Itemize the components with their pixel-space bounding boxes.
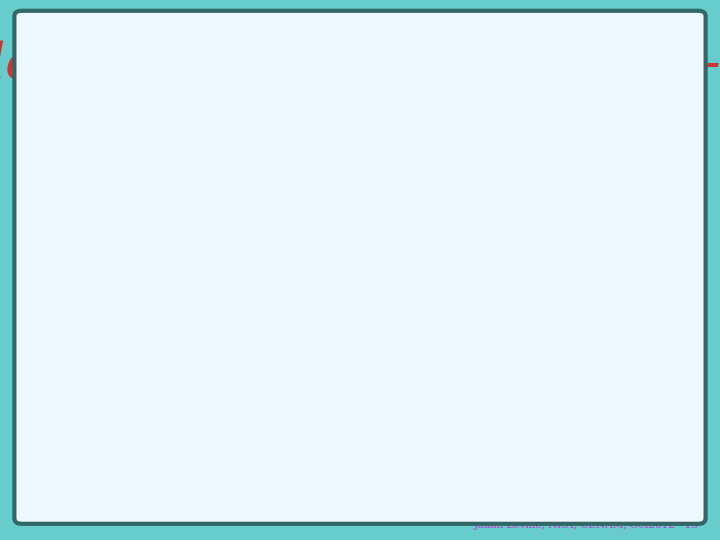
- Text: Every clock is a member of ensemble used to: Every clock is a member of ensemble used…: [68, 120, 595, 141]
- Text: –  Weight is biased too large: – Weight is biased too large: [94, 211, 351, 230]
- Text: Judah Levine, NIST, CENAM, Oct2012   13: Judah Levine, NIST, CENAM, Oct2012 13: [474, 521, 698, 530]
- Text: Prediction error is always too small: Prediction error is always too small: [68, 179, 485, 199]
- Text: Clock Correlation Correction - 1: Clock Correlation Correction - 1: [0, 40, 720, 90]
- Text: $\sigma_j^2(t_k) \sim \left\langle \left(x_j(t_k) - x_e(t_k)\right)^2 \right\ran: $\sigma_j^2(t_k) \sim \left\langle \left…: [164, 331, 441, 366]
- Text: evaluate its performance: evaluate its performance: [68, 146, 361, 167]
- Text: –  Error detection is degraded: – Error detection is degraded: [94, 235, 369, 253]
- Text: $w_j(t_k) \sim \dfrac{1}{\sigma_j^2}$: $w_j(t_k) \sim \dfrac{1}{\sigma_j^2}$: [163, 407, 269, 462]
- Text: –  Positive Feedback loop: – Positive Feedback loop: [94, 259, 323, 277]
